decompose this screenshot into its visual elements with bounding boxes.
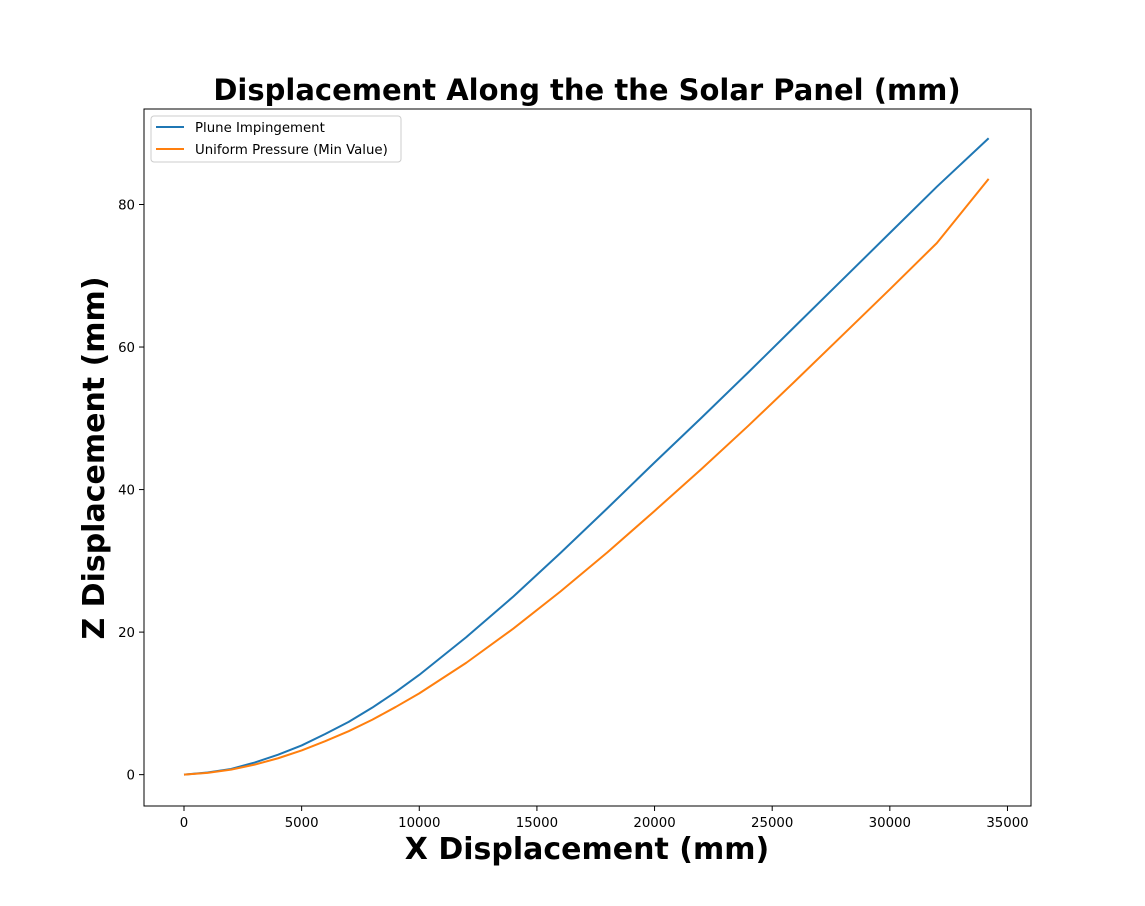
- x-tick-label: 25000: [751, 816, 793, 831]
- y-axis: 0 20 40 60 80: [118, 198, 144, 784]
- x-tick-label: 5000: [285, 816, 319, 831]
- y-tick-label: 0: [127, 769, 135, 784]
- x-axis-label: X Displacement (mm): [405, 832, 769, 867]
- legend-label-1: Plune Impingement: [195, 121, 325, 136]
- x-tick-label: 35000: [986, 816, 1028, 831]
- x-tick-label: 30000: [869, 816, 911, 831]
- y-tick-label: 80: [118, 198, 135, 213]
- y-axis-label: Z Displacement (mm): [77, 276, 112, 639]
- x-axis: 0 5000 10000 15000 20000 25000 30000 35000: [180, 806, 1029, 831]
- x-tick-label: 0: [180, 816, 188, 831]
- plot-area: [183, 137, 990, 776]
- x-tick-label: 15000: [516, 816, 558, 831]
- y-tick-label: 40: [118, 484, 135, 499]
- legend-box: [150, 115, 402, 163]
- x-tick-label: 10000: [398, 816, 440, 831]
- legend-label-2: Uniform Pressure (Min Value): [195, 143, 388, 158]
- plot-frame: [143, 108, 1032, 807]
- series-line-1: [183, 137, 990, 776]
- y-tick-label: 60: [118, 341, 135, 356]
- x-tick-label: 20000: [633, 816, 675, 831]
- y-tick-label: 20: [118, 626, 135, 641]
- chart-title: Displacement Along the the Solar Panel (…: [213, 73, 960, 107]
- legend: Plune Impingement Uniform Pressure (Min V…: [150, 115, 402, 163]
- series-line-2: [183, 178, 990, 776]
